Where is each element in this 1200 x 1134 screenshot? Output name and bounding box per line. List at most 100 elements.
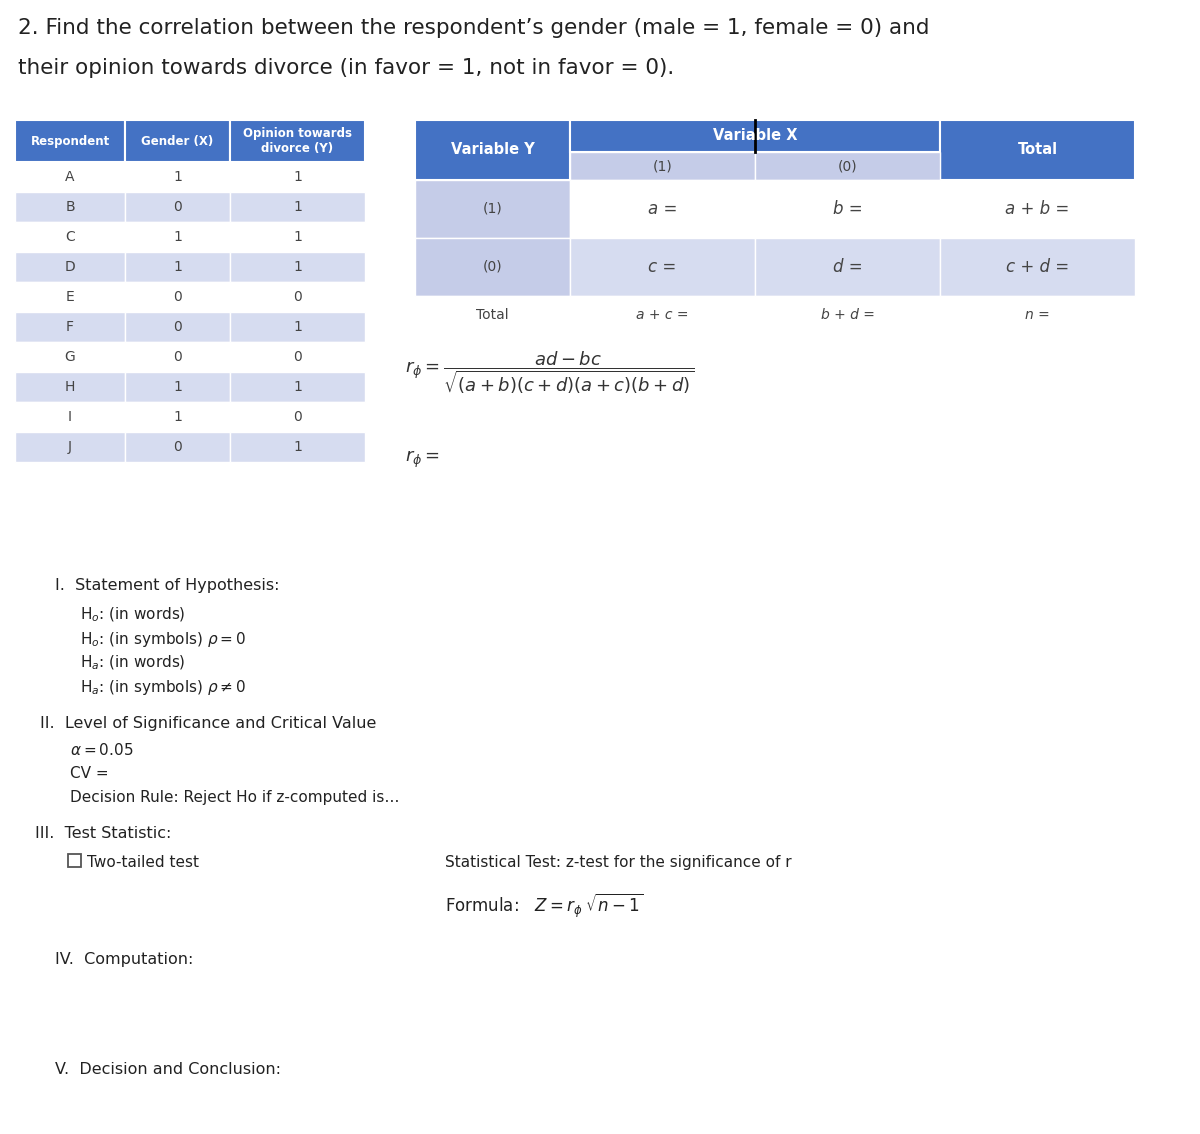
Text: a + c =: a + c =	[636, 308, 689, 322]
Text: d =: d =	[833, 259, 863, 276]
FancyBboxPatch shape	[230, 252, 365, 282]
Text: $r_\phi =$: $r_\phi =$	[406, 449, 440, 471]
Text: Variable X: Variable X	[713, 128, 797, 144]
Text: Respondent: Respondent	[30, 135, 109, 147]
FancyBboxPatch shape	[14, 342, 125, 372]
Text: H$_a$: (in words): H$_a$: (in words)	[80, 654, 186, 672]
FancyBboxPatch shape	[14, 120, 125, 162]
FancyBboxPatch shape	[570, 238, 755, 296]
Text: H$_o$: (in symbols) $\rho = 0$: H$_o$: (in symbols) $\rho = 0$	[80, 631, 246, 649]
Text: Decision Rule: Reject Ho if z-computed is…: Decision Rule: Reject Ho if z-computed i…	[70, 790, 400, 805]
Text: II.  Level of Significance and Critical Value: II. Level of Significance and Critical V…	[40, 716, 377, 731]
Text: 1: 1	[293, 230, 302, 244]
FancyBboxPatch shape	[125, 162, 230, 192]
Text: (0): (0)	[482, 260, 503, 274]
FancyBboxPatch shape	[125, 192, 230, 222]
Text: 1: 1	[173, 411, 182, 424]
Text: (0): (0)	[838, 159, 857, 174]
FancyBboxPatch shape	[230, 401, 365, 432]
Text: Gender (X): Gender (X)	[142, 135, 214, 147]
FancyBboxPatch shape	[14, 282, 125, 312]
Text: 1: 1	[293, 440, 302, 454]
Text: their opinion towards divorce (in favor = 1, not in favor = 0).: their opinion towards divorce (in favor …	[18, 58, 674, 78]
FancyBboxPatch shape	[125, 342, 230, 372]
Text: $r_\phi = \dfrac{ad - bc}{\sqrt{(a+b)(c+d)(a+c)(b+d)}}$: $r_\phi = \dfrac{ad - bc}{\sqrt{(a+b)(c+…	[406, 349, 694, 396]
FancyBboxPatch shape	[570, 120, 940, 152]
FancyBboxPatch shape	[415, 180, 570, 238]
Text: A: A	[65, 170, 74, 184]
FancyBboxPatch shape	[14, 312, 125, 342]
FancyBboxPatch shape	[940, 296, 1135, 335]
Text: 1: 1	[173, 170, 182, 184]
FancyBboxPatch shape	[14, 252, 125, 282]
Text: 2. Find the correlation between the respondent’s gender (male = 1, female = 0) a: 2. Find the correlation between the resp…	[18, 18, 930, 39]
FancyBboxPatch shape	[68, 854, 82, 868]
Text: 1: 1	[293, 380, 302, 393]
FancyBboxPatch shape	[415, 238, 570, 296]
FancyBboxPatch shape	[415, 120, 570, 180]
Text: Variable Y: Variable Y	[451, 143, 534, 158]
Text: n =: n =	[1025, 308, 1050, 322]
Text: $\alpha = 0.05$: $\alpha = 0.05$	[70, 742, 133, 758]
Text: 1: 1	[293, 320, 302, 335]
Text: (1): (1)	[482, 202, 503, 215]
FancyBboxPatch shape	[125, 432, 230, 462]
FancyBboxPatch shape	[125, 401, 230, 432]
Text: (1): (1)	[653, 159, 672, 174]
Text: b + d =: b + d =	[821, 308, 875, 322]
Text: I.  Statement of Hypothesis:: I. Statement of Hypothesis:	[55, 578, 280, 593]
Text: CV =: CV =	[70, 765, 109, 781]
FancyBboxPatch shape	[230, 282, 365, 312]
FancyBboxPatch shape	[125, 372, 230, 401]
Text: 1: 1	[173, 230, 182, 244]
FancyBboxPatch shape	[230, 312, 365, 342]
Text: c + d =: c + d =	[1006, 259, 1069, 276]
Text: B: B	[65, 200, 74, 214]
FancyBboxPatch shape	[14, 192, 125, 222]
Text: 0: 0	[173, 440, 182, 454]
Text: Total: Total	[476, 308, 509, 322]
Text: III.  Test Statistic:: III. Test Statistic:	[35, 826, 172, 841]
FancyBboxPatch shape	[230, 192, 365, 222]
Text: 0: 0	[173, 200, 182, 214]
FancyBboxPatch shape	[415, 296, 570, 335]
Text: 0: 0	[173, 320, 182, 335]
FancyBboxPatch shape	[125, 252, 230, 282]
Text: D: D	[65, 260, 76, 274]
FancyBboxPatch shape	[125, 312, 230, 342]
Text: F: F	[66, 320, 74, 335]
FancyBboxPatch shape	[230, 432, 365, 462]
FancyBboxPatch shape	[755, 152, 940, 180]
Text: J: J	[68, 440, 72, 454]
FancyBboxPatch shape	[14, 432, 125, 462]
Text: G: G	[65, 350, 76, 364]
FancyBboxPatch shape	[14, 401, 125, 432]
Text: Opinion towards
divorce (Y): Opinion towards divorce (Y)	[242, 127, 352, 155]
Text: a + b =: a + b =	[1006, 200, 1069, 218]
FancyBboxPatch shape	[230, 372, 365, 401]
Text: c =: c =	[648, 259, 677, 276]
Text: 1: 1	[173, 260, 182, 274]
FancyBboxPatch shape	[230, 120, 365, 162]
Text: E: E	[66, 290, 74, 304]
Text: H: H	[65, 380, 76, 393]
Text: 1: 1	[293, 170, 302, 184]
FancyBboxPatch shape	[940, 238, 1135, 296]
FancyBboxPatch shape	[570, 296, 755, 335]
FancyBboxPatch shape	[230, 342, 365, 372]
Text: Statistical Test: z-test for the significance of r: Statistical Test: z-test for the signifi…	[445, 855, 792, 870]
FancyBboxPatch shape	[755, 238, 940, 296]
FancyBboxPatch shape	[230, 222, 365, 252]
Text: 0: 0	[173, 290, 182, 304]
Text: 0: 0	[293, 411, 302, 424]
FancyBboxPatch shape	[755, 296, 940, 335]
Text: V.  Decision and Conclusion:: V. Decision and Conclusion:	[55, 1063, 281, 1077]
Text: 0: 0	[293, 290, 302, 304]
Text: a =: a =	[648, 200, 677, 218]
Text: b =: b =	[833, 200, 863, 218]
Text: Total: Total	[1018, 143, 1057, 158]
Text: 1: 1	[293, 260, 302, 274]
FancyBboxPatch shape	[14, 372, 125, 401]
Text: Formula:   $Z = r_\phi \; \sqrt{n-1}$: Formula: $Z = r_\phi \; \sqrt{n-1}$	[445, 892, 643, 920]
FancyBboxPatch shape	[125, 222, 230, 252]
